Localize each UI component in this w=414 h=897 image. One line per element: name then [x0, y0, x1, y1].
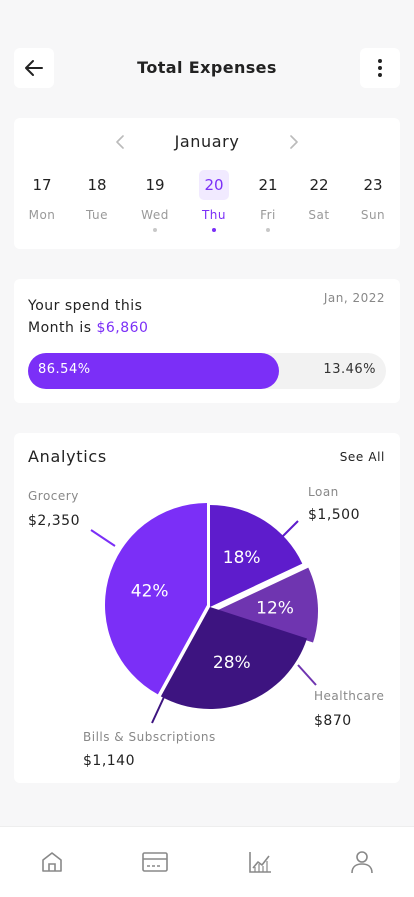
- user-icon: [351, 851, 373, 874]
- pie-slice-label: 28%: [213, 653, 251, 673]
- page-title: Total Expenses: [137, 58, 277, 77]
- day-indicator-dot: [212, 228, 216, 232]
- month-label: January: [174, 132, 240, 151]
- calendar-day[interactable]: 19 Wed: [138, 170, 172, 240]
- day-number: 19: [145, 176, 165, 194]
- day-number: 22: [309, 176, 329, 194]
- calendar-day-selected[interactable]: 20 Thu: [197, 170, 231, 240]
- spend-card: Your spend this Month is $6,860 Jan, 202…: [14, 279, 400, 403]
- arrow-left-icon: [25, 60, 43, 76]
- pie-leader-line: [277, 520, 299, 542]
- day-name: Mon: [28, 208, 56, 222]
- day-indicator-dot: [266, 228, 270, 232]
- calendar-day[interactable]: 18 Tue: [80, 170, 114, 240]
- legend-category-name: Loan: [308, 485, 339, 499]
- pie-slice-label: 18%: [223, 548, 261, 568]
- chevron-left-icon: [116, 135, 124, 149]
- home-icon: [42, 852, 62, 872]
- spend-line-1: Your spend this: [28, 298, 143, 314]
- calendar-day[interactable]: 23 Sun: [356, 170, 390, 240]
- spend-progress-bar: 86.54% 13.46%: [28, 353, 386, 389]
- pie-leader-line: [151, 696, 165, 724]
- next-month-button[interactable]: [284, 132, 304, 152]
- nav-home[interactable]: [37, 847, 67, 877]
- header: Total Expenses: [0, 0, 414, 100]
- calendar-day[interactable]: 21 Fri: [251, 170, 285, 240]
- calendar-card: January 17 Mon 18 Tue 19 Wed 20 Thu 21 Fri 22 Sat 23…: [14, 118, 400, 249]
- chevron-right-icon: [290, 135, 298, 149]
- nav-profile[interactable]: [347, 847, 377, 877]
- legend-category-amount: $1,500: [308, 507, 360, 523]
- more-options-button[interactable]: [360, 48, 400, 88]
- analytics-card: Analytics See All 18% 12% 28% 42% Loan $1,50…: [14, 433, 400, 783]
- see-all-link[interactable]: See All: [339, 450, 385, 464]
- day-name: Fri: [260, 208, 276, 222]
- day-name: Wed: [141, 208, 169, 222]
- pie-leader-line: [297, 664, 317, 686]
- day-name: Tue: [86, 208, 108, 222]
- legend-category-amount: $1,140: [83, 753, 135, 769]
- pie-leader-line: [90, 529, 116, 547]
- pie-slice-label: 42%: [131, 581, 169, 601]
- spend-summary: Your spend this Month is $6,860: [28, 295, 148, 339]
- spent-percent: 86.54%: [38, 362, 91, 377]
- pie-slice-label: 12%: [256, 598, 294, 618]
- day-number: 18: [87, 176, 107, 194]
- month-selector: January: [14, 130, 400, 154]
- pie-slice-bills-subscriptions: [160, 607, 308, 709]
- legend-category-name: Grocery: [28, 489, 79, 503]
- calendar-day[interactable]: 22 Sat: [302, 170, 336, 240]
- nav-analytics[interactable]: [245, 847, 275, 877]
- bottom-navigation: [0, 826, 414, 897]
- previous-month-button[interactable]: [110, 132, 130, 152]
- calendar-day[interactable]: 17 Mon: [25, 170, 59, 240]
- day-number: 21: [258, 176, 278, 194]
- day-name: Thu: [201, 208, 227, 222]
- expense-pie-chart: 18% 12% 28% 42%: [90, 503, 318, 724]
- day-number: 20: [199, 170, 229, 200]
- spend-line-2: Month is: [28, 320, 97, 336]
- card-icon: [142, 852, 168, 872]
- pie-slice-healthcare: [216, 567, 318, 643]
- spend-amount: $6,860: [96, 320, 149, 336]
- analytics-title: Analytics: [28, 447, 107, 466]
- nav-cards[interactable]: [140, 847, 170, 877]
- legend-category-amount: $2,350: [28, 513, 80, 529]
- pie-slice-grocery: [105, 503, 207, 695]
- pie-slice-loan: [210, 505, 303, 607]
- remaining-percent: 13.46%: [323, 362, 376, 377]
- day-number: 17: [32, 176, 52, 194]
- legend-category-name: Bills & Subscriptions: [83, 730, 216, 744]
- spend-progress-fill: 86.54%: [28, 353, 279, 389]
- day-indicator-dot: [153, 228, 157, 232]
- day-number: 23: [363, 176, 383, 194]
- chart-icon: [249, 852, 271, 873]
- legend-category-name: Healthcare: [314, 689, 385, 703]
- spend-date: Jan, 2022: [323, 291, 385, 305]
- back-button[interactable]: [14, 48, 54, 88]
- legend-category-amount: $870: [314, 713, 352, 729]
- day-name: Sun: [360, 208, 386, 222]
- more-vertical-icon: [378, 59, 382, 77]
- day-name: Sat: [308, 208, 330, 222]
